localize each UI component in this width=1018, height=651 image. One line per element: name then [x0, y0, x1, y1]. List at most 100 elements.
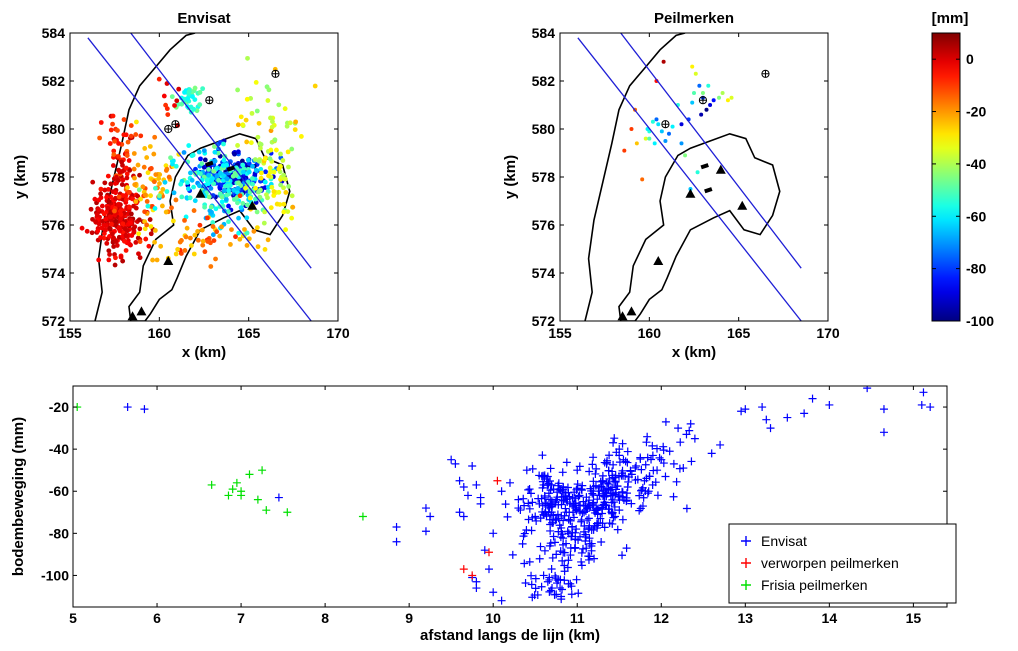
- plus-marker: [552, 590, 561, 599]
- plus-marker: [527, 489, 536, 498]
- data-point: [199, 161, 205, 167]
- data-point: [138, 133, 144, 139]
- data-point: [107, 214, 113, 220]
- data-point: [113, 218, 119, 224]
- data-point: [189, 243, 194, 248]
- plus-marker: [562, 458, 571, 467]
- data-point: [185, 180, 190, 185]
- data-point: [107, 226, 113, 232]
- data-point: [116, 154, 121, 159]
- data-point: [133, 199, 139, 204]
- plus-marker: [563, 497, 572, 506]
- data-point: [96, 207, 101, 213]
- data-point: [262, 156, 268, 162]
- data-point: [290, 204, 296, 210]
- plus-marker: [545, 575, 554, 584]
- data-point: [121, 132, 127, 138]
- legend-box: [728, 523, 957, 604]
- data-point: [206, 194, 212, 200]
- data-point: [293, 119, 299, 125]
- panel-title: Peilmerken: [654, 10, 734, 27]
- plus-marker: [643, 453, 652, 462]
- plus-marker: [537, 582, 546, 591]
- plus-marker: [556, 583, 565, 592]
- data-point: [113, 196, 118, 201]
- plus-marker: [566, 516, 575, 525]
- plus-marker: [574, 589, 583, 598]
- plus-marker: [592, 464, 601, 473]
- plus-marker: [560, 567, 569, 576]
- plus-marker: [531, 574, 540, 583]
- plus-marker: [584, 555, 593, 564]
- plus-marker: [573, 466, 582, 475]
- legend-label: verworpen peilmerken: [761, 555, 899, 571]
- data-point: [152, 134, 158, 140]
- data-point: [247, 195, 253, 201]
- plus-marker: [552, 495, 561, 504]
- data-point: [104, 240, 110, 246]
- data-point: [711, 98, 716, 103]
- data-point: [262, 209, 268, 215]
- data-point: [124, 153, 130, 159]
- data-point: [289, 146, 295, 152]
- data-point: [235, 190, 240, 195]
- plus-marker: [651, 478, 660, 487]
- plus-marker: [585, 521, 594, 530]
- data-point: [221, 188, 227, 194]
- plus-marker: [573, 484, 582, 493]
- data-point: [189, 177, 195, 183]
- x-axis-label: x (km): [182, 344, 226, 361]
- data-point: [109, 221, 114, 227]
- plus-marker: [566, 551, 575, 560]
- data-point: [254, 225, 260, 231]
- x-tick-label: 170: [816, 325, 840, 341]
- data-point: [250, 176, 255, 181]
- data-point: [240, 233, 246, 239]
- triangle-marker: [653, 256, 664, 265]
- plus-marker: [527, 580, 536, 589]
- data-point: [120, 221, 126, 227]
- plus-marker: [557, 595, 566, 604]
- plus-marker: [577, 557, 586, 566]
- legend-marker: [741, 580, 751, 590]
- plus-marker: [489, 529, 498, 538]
- data-point: [235, 143, 240, 148]
- data-point: [246, 236, 252, 242]
- plus-marker: [501, 500, 510, 509]
- plus-marker: [518, 539, 527, 548]
- plus-marker: [544, 489, 553, 498]
- y-tick-label: 572: [532, 313, 556, 329]
- crosshair-marker-lines: [661, 120, 670, 128]
- data-point: [226, 188, 231, 193]
- plus-marker: [661, 417, 670, 426]
- plus-marker: [613, 481, 622, 490]
- plus-marker: [621, 457, 630, 466]
- plus-marker: [224, 491, 233, 500]
- plus-marker: [879, 428, 888, 437]
- plus-marker: [506, 478, 514, 487]
- data-point: [237, 236, 243, 242]
- plus-marker: [531, 512, 540, 521]
- data-point: [270, 119, 275, 125]
- data-point: [126, 158, 132, 163]
- plus-marker: [577, 517, 586, 526]
- panel-title: Envisat: [177, 10, 230, 27]
- data-point: [128, 220, 133, 226]
- plus-marker: [615, 445, 624, 454]
- plus-marker: [556, 547, 565, 556]
- data-point: [120, 258, 126, 264]
- data-point: [276, 166, 282, 172]
- plus-marker: [611, 490, 620, 499]
- data-point: [244, 230, 250, 236]
- data-point: [110, 113, 116, 119]
- data-point: [98, 235, 103, 240]
- data-point: [211, 181, 217, 187]
- data-point: [246, 169, 252, 175]
- data-point: [286, 164, 291, 170]
- data-point: [283, 227, 289, 233]
- data-point: [190, 152, 196, 158]
- data-point: [133, 205, 139, 211]
- data-point: [166, 174, 172, 180]
- plus-marker: [639, 493, 648, 502]
- data-point: [128, 123, 134, 128]
